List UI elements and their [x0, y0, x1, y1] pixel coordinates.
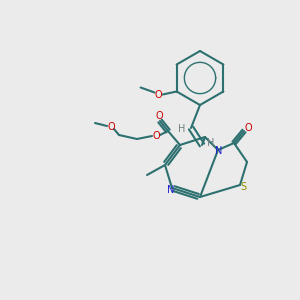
Text: S: S	[240, 182, 246, 192]
Text: N: N	[215, 146, 223, 156]
Text: H: H	[207, 138, 215, 148]
Text: O: O	[107, 122, 115, 132]
Text: O: O	[155, 89, 162, 100]
Text: O: O	[155, 111, 163, 121]
Text: N: N	[167, 185, 175, 195]
Text: O: O	[152, 131, 160, 141]
Text: O: O	[244, 123, 252, 133]
Text: H: H	[178, 124, 186, 134]
